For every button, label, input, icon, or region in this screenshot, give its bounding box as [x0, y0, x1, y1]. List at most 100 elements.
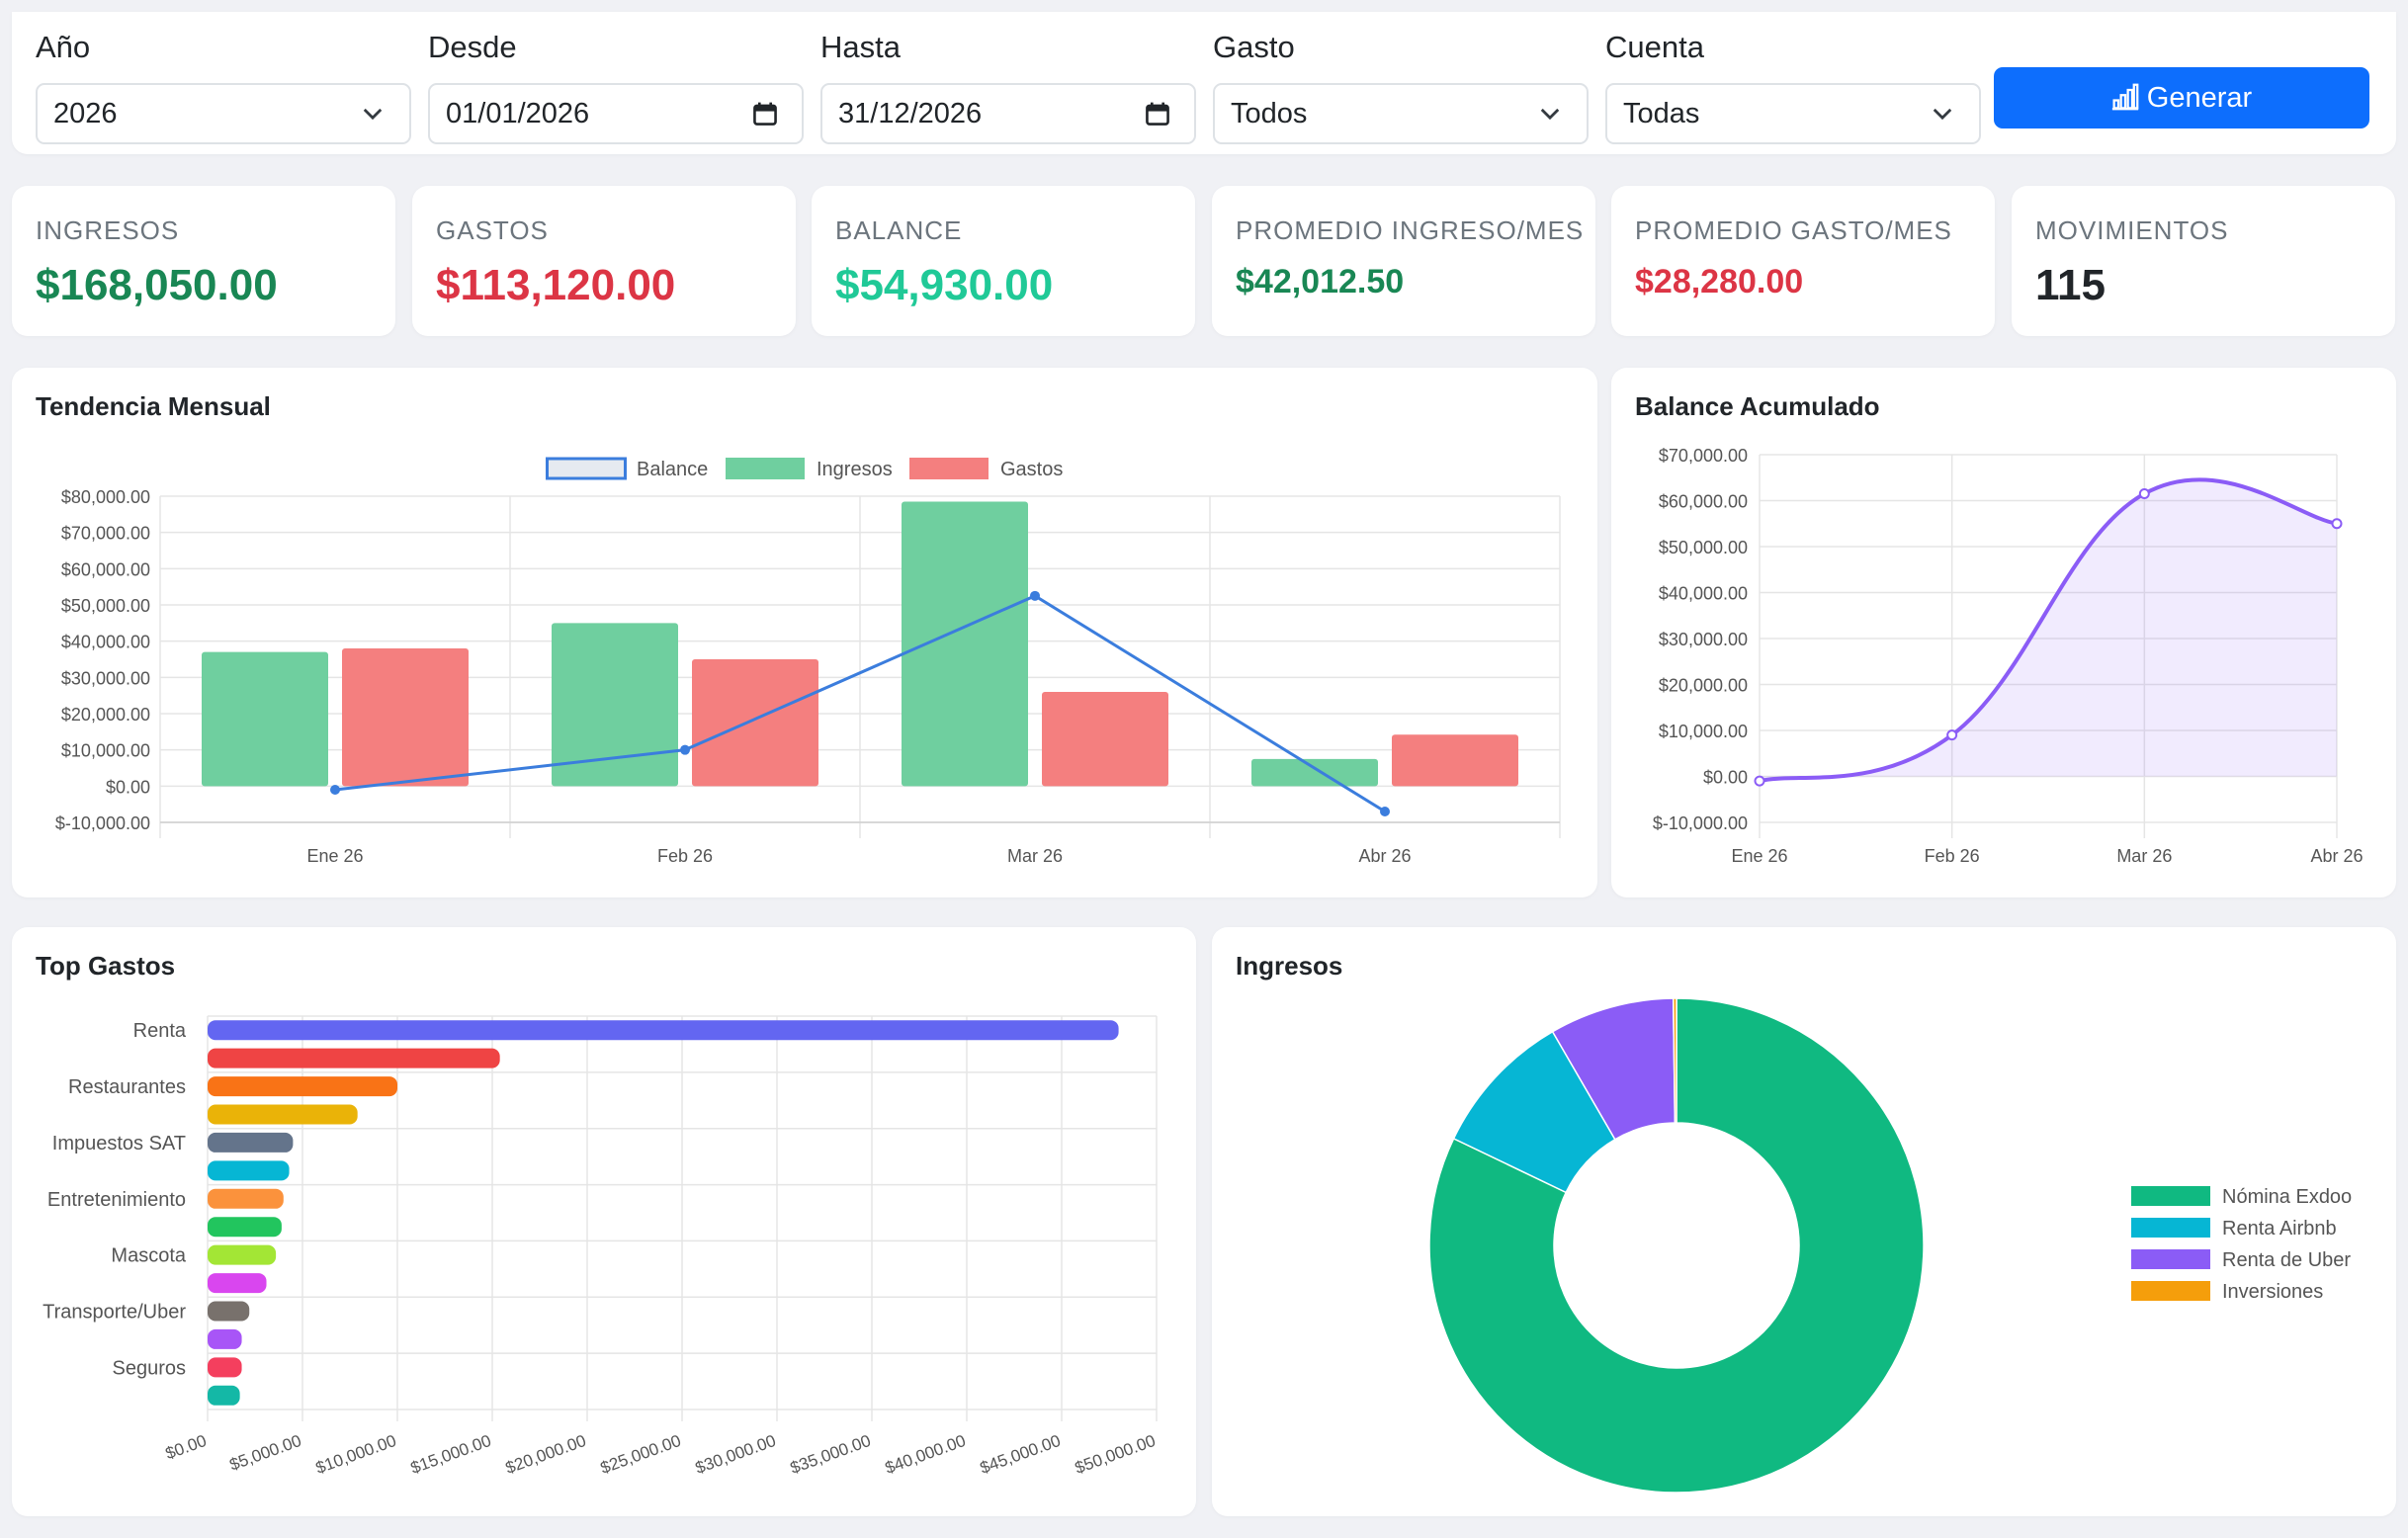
account-select[interactable]: Todas: [1605, 83, 1981, 144]
bar-ingresos: [902, 501, 1028, 787]
stat-value: $54,930.00: [835, 261, 1054, 309]
balance-point: [2331, 518, 2343, 530]
x-tick-label: $10,000.00: [313, 1431, 398, 1478]
y-tick-label: $20,000.00: [1659, 676, 1748, 696]
year-select[interactable]: 2026: [36, 83, 411, 144]
calendar-icon[interactable]: [1145, 101, 1170, 127]
y-tick-label: $50,000.00: [1659, 538, 1748, 557]
income-donut-chart: Nómina Exdoo Renta Airbnb Renta de Uber Inv…: [1428, 997, 2352, 1494]
y-tick-label: $40,000.00: [1659, 584, 1748, 604]
to-label: Hasta: [820, 30, 901, 64]
y-tick-label: $80,000.00: [61, 487, 150, 507]
chart-title: Ingresos: [1236, 951, 1343, 981]
generate-button[interactable]: Generar: [1994, 67, 2369, 128]
y-tick-label: $20,000.00: [61, 705, 150, 725]
legend-swatch: [909, 458, 989, 479]
x-tick-label: $25,000.00: [598, 1431, 683, 1478]
bar-gastos: [342, 648, 469, 787]
stat-value: $168,050.00: [36, 261, 278, 309]
donut-slice: [1428, 997, 1925, 1494]
expense-bar: [208, 1244, 277, 1265]
chevron-down-icon: [1933, 108, 1952, 121]
cumulative-balance-card: Balance Acumulado $70,000.00 $60,000.00 $5…: [1611, 368, 2396, 897]
balance-point: [1754, 775, 1765, 787]
stat-card-ingresos: INGRESOS $168,050.00: [12, 186, 395, 336]
year-label: Año: [36, 30, 91, 64]
x-tick-label: $45,000.00: [978, 1431, 1063, 1478]
from-date-input[interactable]: 01/01/2026: [428, 83, 804, 144]
calendar-icon[interactable]: [752, 101, 778, 127]
bar-gastos: [1392, 734, 1518, 787]
stat-value: $113,120.00: [436, 261, 676, 309]
stat-value: $42,012.50: [1236, 263, 1405, 300]
x-tick-label: $0.00: [163, 1431, 209, 1463]
x-tick-label: $30,000.00: [693, 1431, 778, 1478]
y-tick-label: $0.00: [1703, 768, 1748, 788]
x-tick-label: Abr 26: [2310, 846, 2363, 866]
legend-label: Inversiones: [2222, 1281, 2323, 1303]
x-tick-label: $35,000.00: [788, 1431, 873, 1478]
year-filter: Año 2026: [36, 28, 411, 144]
expense-bar: [208, 1188, 284, 1209]
account-value: Todas: [1623, 98, 1700, 129]
expense-bar: [208, 1048, 500, 1068]
expense-bar: [208, 1160, 290, 1181]
balance-point: [330, 785, 340, 795]
stat-value: $28,280.00: [1635, 263, 1804, 300]
filter-panel: Año 2026 Desde 01/01/2026 Hasta 31/12/20…: [12, 12, 2396, 154]
to-filter: Hasta 31/12/2026: [820, 28, 1196, 144]
legend-label: Renta Airbnb: [2222, 1218, 2337, 1239]
x-tick-label: Ene 26: [1731, 846, 1787, 866]
monthly-trend-chart: $80,000.00 $70,000.00 $60,000.00 $50,000.00…: [55, 457, 1561, 866]
top-strip: [0, 0, 2408, 10]
x-tick-label: Feb 26: [1925, 846, 1980, 866]
y-tick-label: $40,000.00: [61, 633, 150, 652]
stat-label: PROMEDIO INGRESO/MES: [1236, 215, 1585, 245]
from-filter: Desde 01/01/2026: [428, 28, 804, 144]
balance-line: [1759, 477, 2338, 784]
x-tick-label: $20,000.00: [503, 1431, 588, 1478]
stat-label: BALANCE: [835, 215, 963, 245]
stat-label: MOVIMIENTOS: [2035, 215, 2229, 245]
to-date-input[interactable]: 31/12/2026: [820, 83, 1196, 144]
stat-label: GASTOS: [436, 215, 549, 245]
chevron-down-icon: [363, 108, 383, 121]
legend-swatch: [726, 458, 805, 479]
stat-card-movements: MOVIMIENTOS 115: [2012, 186, 2395, 336]
y-tick-label: Transporte/Uber: [43, 1302, 186, 1324]
top-expenses-chart: $0.00 $5,000.00 $10,000.00 $15,000.00 $20,00…: [43, 1015, 1158, 1478]
cumulative-balance-chart: $70,000.00 $60,000.00 $50,000.00 $40,000.00…: [1653, 446, 2364, 866]
x-tick-label: Ene 26: [306, 846, 363, 866]
y-tick-label: $0.00: [106, 777, 150, 797]
expense-label: Gasto: [1213, 30, 1295, 64]
bar-ingresos: [1251, 758, 1378, 787]
year-value: 2026: [53, 98, 118, 129]
balance-point: [1030, 590, 1040, 601]
to-date-value: 31/12/2026: [838, 98, 983, 129]
expense-bar: [208, 1328, 242, 1349]
legend-swatch: [546, 457, 627, 480]
expense-bar: [208, 1217, 282, 1238]
top-expenses-card: Top Gastos $0.00 $5,000.00 $10,000.00 $15,0…: [12, 927, 1196, 1516]
account-filter: Cuenta Todas: [1605, 28, 1981, 144]
legend-label: Ingresos: [817, 459, 893, 480]
account-label: Cuenta: [1605, 30, 1704, 64]
stat-card-avg-income: PROMEDIO INGRESO/MES $42,012.50: [1212, 186, 1595, 336]
expense-select[interactable]: Todos: [1213, 83, 1589, 144]
expense-bar: [208, 1273, 267, 1294]
x-tick-label: Mar 26: [1007, 846, 1063, 866]
from-label: Desde: [428, 30, 517, 64]
expense-bar: [208, 1132, 294, 1153]
donut-slice: [1672, 997, 1677, 1124]
expense-bar: [208, 1385, 240, 1406]
y-tick-label: $50,000.00: [61, 596, 150, 616]
y-tick-label: $70,000.00: [61, 524, 150, 544]
bar-ingresos: [552, 623, 678, 787]
balance-point: [1380, 807, 1390, 816]
balance-point: [2138, 488, 2150, 500]
stat-card-gastos: GASTOS $113,120.00: [412, 186, 796, 336]
expense-bar: [208, 1104, 358, 1125]
stat-card-balance: BALANCE $54,930.00: [812, 186, 1195, 336]
y-tick-label: $70,000.00: [1659, 446, 1748, 466]
chart-title: Tendencia Mensual: [36, 391, 271, 421]
